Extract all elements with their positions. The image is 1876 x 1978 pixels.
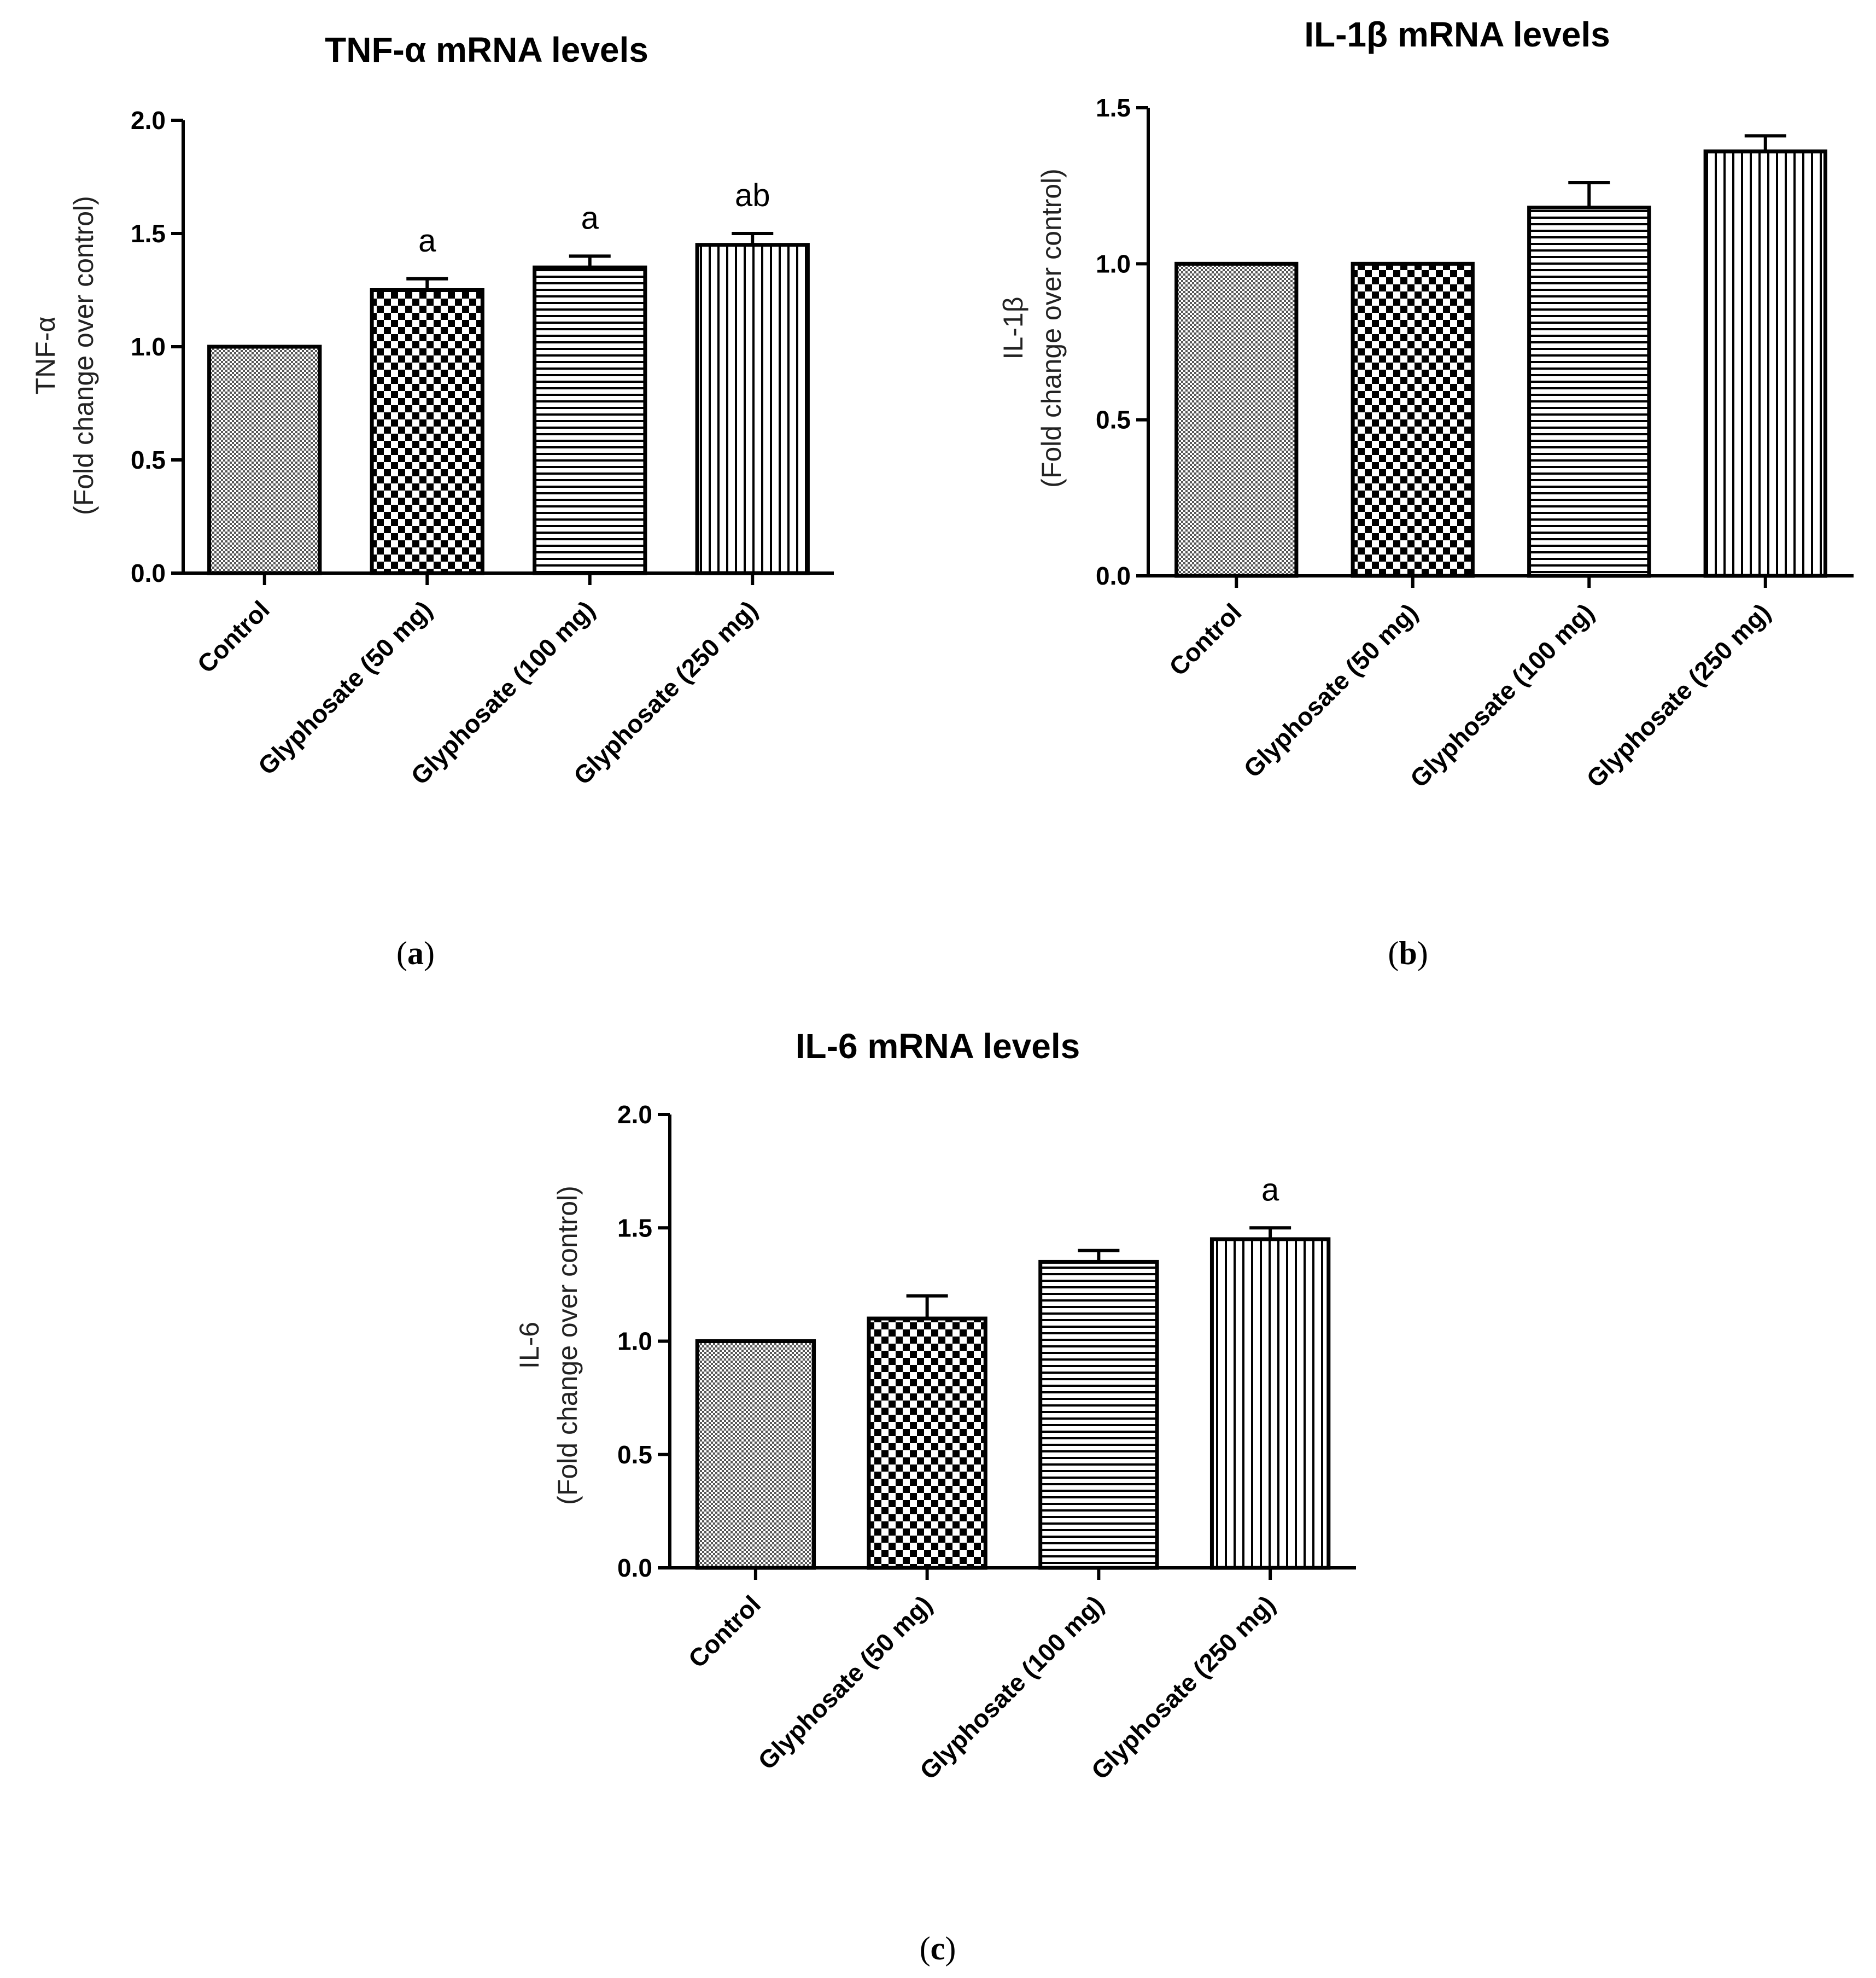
- bar: [1038, 1259, 1159, 1570]
- y-tick-label: 1.0: [131, 332, 166, 361]
- y-tick-label: 1.5: [131, 219, 166, 248]
- significance-label: a: [581, 200, 599, 236]
- svg-text:(a): (a): [396, 935, 435, 971]
- bar: [695, 1339, 816, 1570]
- significance-label: a: [1261, 1172, 1279, 1207]
- y-axis-sublabel: (Fold change over control): [68, 196, 99, 515]
- il-1beta-chart: IL-1β mRNA levels IL-1β (Fold change ove…: [998, 15, 1854, 793]
- bar: [1351, 261, 1475, 578]
- x-tick-label: Glyphosate (50 mg): [1238, 598, 1423, 783]
- chart-title: IL-1β mRNA levels: [1304, 15, 1610, 54]
- tnf-alpha-chart: TNF-α mRNA levels TNF-α (Fold change ove…: [30, 30, 834, 790]
- y-tick-label: 2.0: [617, 1100, 652, 1129]
- bar: [1527, 206, 1651, 578]
- y-tick-label: 2.0: [131, 106, 166, 135]
- x-tick-label: Glyphosate (250 mg): [1581, 598, 1776, 793]
- x-tick-label: Glyphosate (250 mg): [568, 595, 763, 790]
- panel-caption-c: (c): [920, 1930, 956, 1967]
- significance-label: ab: [735, 178, 770, 213]
- significance-label: a: [418, 223, 436, 259]
- y-tick-label: 1.0: [617, 1327, 652, 1356]
- y-tick-label: 0.0: [1096, 562, 1131, 590]
- y-tick-label: 0.5: [1096, 406, 1131, 434]
- y-tick-label: 0.0: [617, 1554, 652, 1582]
- y-axis-label: IL-6: [514, 1322, 545, 1369]
- x-tick-label: Glyphosate (100 mg): [914, 1590, 1109, 1785]
- bar: [1174, 261, 1299, 578]
- y-tick-label: 1.5: [1096, 94, 1131, 122]
- panel-letter: b: [1399, 935, 1417, 971]
- y-axis-sublabel: (Fold change over control): [1036, 168, 1067, 488]
- x-tick-label: Control: [683, 1590, 766, 1673]
- bar: [1703, 149, 1827, 578]
- x-tick-label: Glyphosate (50 mg): [253, 595, 438, 780]
- x-tick-label: Glyphosate (250 mg): [1085, 1590, 1281, 1785]
- bar: [1209, 1237, 1331, 1570]
- chart-title: TNF-α mRNA levels: [325, 30, 648, 69]
- panel-caption-b: (b): [1388, 935, 1428, 971]
- x-tick-label: Glyphosate (50 mg): [752, 1590, 938, 1775]
- y-tick-label: 1.0: [1096, 249, 1131, 278]
- y-tick-label: 0.5: [131, 446, 166, 474]
- chart-title: IL-6 mRNA levels: [796, 1026, 1080, 1066]
- bar: [867, 1316, 987, 1570]
- bar: [370, 288, 484, 575]
- svg-text:(b): (b): [1388, 935, 1428, 971]
- panel-letter: a: [407, 935, 424, 971]
- x-tick-label: Control: [191, 595, 274, 678]
- y-tick-label: 1.5: [617, 1213, 652, 1242]
- y-axis-label: IL-1β: [998, 297, 1028, 360]
- y-axis-sublabel: (Fold change over control): [552, 1186, 583, 1505]
- x-tick-label: Glyphosate (100 mg): [405, 595, 600, 790]
- x-tick-label: Glyphosate (100 mg): [1405, 598, 1600, 793]
- bar: [207, 345, 322, 575]
- bar: [695, 243, 810, 575]
- il-6-chart: IL-6 mRNA levels IL-6 (Fold change over …: [514, 1026, 1356, 1785]
- x-tick-label: Control: [1164, 598, 1247, 681]
- bar: [533, 265, 647, 575]
- panel-caption-a: (a): [396, 935, 435, 971]
- y-tick-label: 0.0: [131, 559, 166, 587]
- panel-letter: c: [931, 1930, 945, 1967]
- y-axis-label: TNF-α: [30, 317, 61, 395]
- svg-text:(c): (c): [920, 1930, 956, 1967]
- y-tick-label: 0.5: [617, 1440, 652, 1469]
